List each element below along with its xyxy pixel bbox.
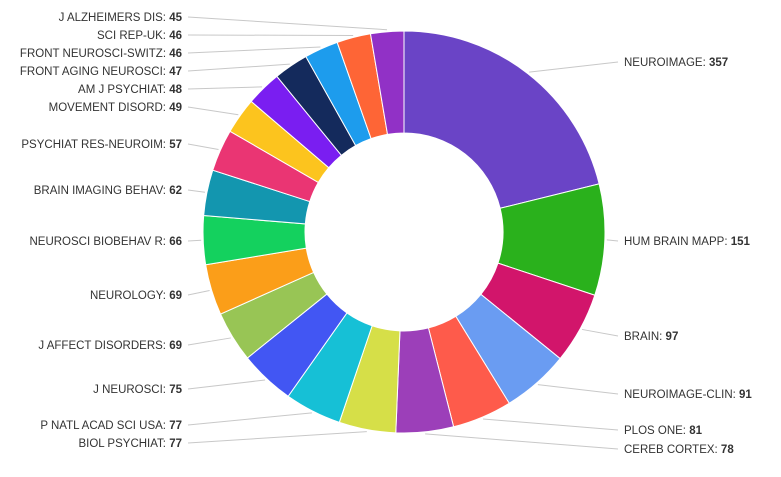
leader-line bbox=[529, 61, 619, 73]
slice-label-name: J NEUROSCI: bbox=[93, 384, 169, 396]
slice-label: NEUROSCI BIOBEHAV R: 66 bbox=[29, 236, 182, 248]
leader-line bbox=[187, 46, 321, 54]
leader-line bbox=[581, 328, 619, 337]
slice-label-value: 45 bbox=[169, 12, 182, 24]
leader-line bbox=[187, 379, 266, 390]
leader-line bbox=[187, 63, 290, 72]
slice-label: SCI REP-UK: 46 bbox=[97, 30, 182, 42]
slice-label-name: P NATL ACAD SCI USA: bbox=[40, 420, 169, 432]
slice-label-name: BRAIN: bbox=[624, 331, 666, 343]
slice-label: BIOL PSYCHIAT: 77 bbox=[78, 438, 182, 450]
slice-label-name: BIOL PSYCHIAT: bbox=[78, 438, 169, 450]
leader-line bbox=[187, 106, 239, 116]
slice-label-name: HUM BRAIN MAPP: bbox=[624, 236, 731, 248]
leader-line bbox=[537, 384, 619, 395]
leader-line bbox=[187, 337, 231, 346]
labels-group: NEUROIMAGE: 357 HUM BRAIN MAPP: 151 BRAIN:… bbox=[20, 12, 753, 456]
leader-line bbox=[187, 189, 206, 193]
slice-label-name: FRONT NEUROSCI-SWITZ: bbox=[20, 48, 169, 60]
slice-label-value: 47 bbox=[169, 66, 182, 78]
slice-label-name: AM J PSYCHIAT: bbox=[78, 84, 169, 96]
slice-label-value: 69 bbox=[169, 340, 182, 352]
slice-label-name: PLOS ONE: bbox=[624, 425, 689, 437]
slice-label-value: 81 bbox=[689, 425, 702, 437]
slice-label-name: NEUROLOGY: bbox=[90, 290, 169, 302]
slice-label: PLOS ONE: 81 bbox=[624, 425, 703, 437]
slice-label-name: J ALZHEIMERS DIS: bbox=[59, 12, 170, 24]
slice-label-value: 69 bbox=[169, 290, 182, 302]
slice-label-value: 62 bbox=[169, 185, 182, 197]
slice-label-value: 46 bbox=[169, 30, 182, 42]
leader-line bbox=[187, 86, 263, 90]
slice-label: PSYCHIAT RES-NEUROIM: 57 bbox=[21, 139, 182, 151]
slice-label: NEUROLOGY: 69 bbox=[90, 290, 182, 302]
slice-label-value: 75 bbox=[169, 384, 182, 396]
leader-line bbox=[187, 16, 388, 31]
leader-line bbox=[187, 239, 202, 242]
slice-j-alzheimers-dis[interactable] bbox=[369, 30, 405, 135]
slice-label: J ALZHEIMERS DIS: 45 bbox=[59, 12, 183, 24]
slice-label: BRAIN IMAGING BEHAV: 62 bbox=[34, 185, 182, 197]
slice-label-value: 48 bbox=[169, 84, 182, 96]
slice-label-name: SCI REP-UK: bbox=[97, 30, 169, 42]
slice-label-value: 97 bbox=[666, 331, 679, 343]
slice-label-value: 91 bbox=[739, 389, 752, 401]
leader-line bbox=[187, 289, 210, 296]
slice-label-name: NEUROSCI BIOBEHAV R: bbox=[29, 236, 169, 248]
slice-label-value: 46 bbox=[169, 48, 182, 60]
slice-label-value: 66 bbox=[169, 236, 182, 248]
slice-label: AM J PSYCHIAT: 48 bbox=[78, 84, 183, 96]
slice-label-value: 357 bbox=[709, 57, 728, 69]
leader-lines-group bbox=[187, 16, 619, 450]
slice-label: FRONT NEUROSCI-SWITZ: 46 bbox=[20, 48, 182, 60]
slice-label: HUM BRAIN MAPP: 151 bbox=[624, 236, 751, 248]
slice-label: NEUROIMAGE: 357 bbox=[624, 57, 728, 69]
slice-label-name: FRONT AGING NEUROSCI: bbox=[20, 66, 169, 78]
slice-label-value: 57 bbox=[169, 139, 182, 151]
slice-label-name: MOVEMENT DISORD: bbox=[49, 102, 170, 114]
slice-label-value: 77 bbox=[169, 438, 182, 450]
slice-label: NEUROIMAGE-CLIN: 91 bbox=[624, 389, 752, 401]
slice-label-value: 77 bbox=[169, 420, 182, 432]
slice-label-value: 78 bbox=[721, 444, 734, 456]
slice-label-name: NEUROIMAGE-CLIN: bbox=[624, 389, 739, 401]
slice-label: J NEUROSCI: 75 bbox=[93, 384, 182, 396]
slices-group bbox=[202, 30, 606, 434]
slice-label: FRONT AGING NEUROSCI: 47 bbox=[20, 66, 182, 78]
slice-label: CEREB CORTEX: 78 bbox=[624, 444, 734, 456]
slice-label-name: J AFFECT DISORDERS: bbox=[38, 340, 169, 352]
leader-line bbox=[187, 143, 219, 150]
leader-line bbox=[187, 412, 312, 426]
slice-label: P NATL ACAD SCI USA: 77 bbox=[40, 420, 182, 432]
slice-neuroimage[interactable] bbox=[403, 30, 600, 209]
slice-label-name: PSYCHIAT RES-NEUROIM: bbox=[21, 139, 169, 151]
slice-label-name: CEREB CORTEX: bbox=[624, 444, 721, 456]
slice-label-name: BRAIN IMAGING BEHAV: bbox=[34, 185, 169, 197]
slice-label-value: 151 bbox=[731, 236, 751, 248]
slice-label: BRAIN: 97 bbox=[624, 331, 678, 343]
slice-label: MOVEMENT DISORD: 49 bbox=[49, 102, 182, 114]
leader-line bbox=[187, 431, 367, 444]
slice-label-value: 49 bbox=[169, 102, 182, 114]
leader-line bbox=[606, 239, 619, 242]
leader-line bbox=[483, 418, 619, 431]
slice-label-name: NEUROIMAGE: bbox=[624, 57, 709, 69]
slice-label: J AFFECT DISORDERS: 69 bbox=[38, 340, 182, 352]
leader-line bbox=[425, 433, 619, 450]
